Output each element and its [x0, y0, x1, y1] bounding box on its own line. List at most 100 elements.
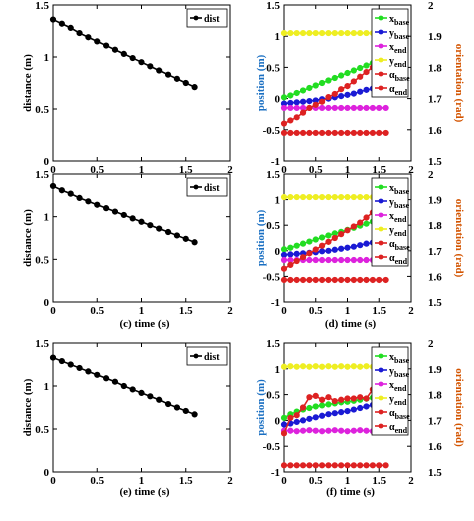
data-point	[319, 428, 326, 435]
data-point	[363, 104, 370, 112]
data-point	[299, 129, 307, 137]
y2-tick-label: 1.9	[428, 31, 442, 43]
data-point	[331, 427, 338, 434]
data-point	[111, 208, 119, 215]
x-tick-label: 1.5	[372, 475, 386, 487]
y-tick-label: 0.5	[35, 254, 49, 266]
x-tick-label: 0	[281, 475, 287, 487]
legend-box	[186, 8, 228, 28]
data-point	[338, 231, 345, 238]
data-point	[350, 29, 357, 37]
x-tick-label: 1	[139, 164, 145, 176]
legend-entry-name: α	[389, 84, 395, 95]
legend-entry-subscript: end	[395, 257, 408, 266]
panel-caption: (e) time (s)	[119, 486, 169, 498]
data-point	[325, 247, 332, 254]
data-point	[312, 462, 319, 469]
data-point	[164, 400, 172, 408]
data-point	[306, 250, 313, 257]
data-point	[299, 427, 307, 434]
data-point	[299, 98, 307, 105]
legend-box	[371, 346, 409, 436]
data-point	[331, 234, 338, 242]
data-point	[280, 462, 288, 469]
data-point	[350, 243, 357, 250]
data-point	[287, 363, 294, 370]
x-tick-label: 0.5	[90, 475, 104, 487]
legend-entry: xend	[389, 211, 407, 224]
x-tick-label: 2	[408, 305, 414, 317]
data-point	[331, 363, 338, 370]
data-point	[363, 276, 370, 284]
legend-swatch-marker	[378, 71, 384, 77]
data-point	[357, 462, 364, 469]
data-point	[280, 421, 288, 428]
legend-entry-subscript: base	[394, 201, 410, 210]
data-point	[382, 462, 389, 469]
data-point	[76, 29, 83, 37]
legend-entry-subscript: base	[394, 18, 410, 27]
data-point	[344, 91, 351, 98]
y2-tick-label: 1.5	[428, 467, 442, 479]
legend-entry-name: y	[389, 197, 394, 208]
legend-entry: αbase	[389, 70, 410, 83]
y-tick-label: 1	[275, 195, 281, 207]
data-point	[325, 129, 332, 137]
data-point	[312, 129, 319, 137]
y-tick-label: 0.5	[266, 220, 280, 232]
data-point	[319, 29, 326, 37]
chart-panel-e: 0 0.5 1 1.5 2 0 0.5 1 1.5 distance (m) (e) time (s…	[22, 338, 233, 498]
data-point	[357, 29, 364, 37]
legend-entry-subscript: end	[394, 229, 407, 238]
x-tick-label: 0.5	[90, 305, 104, 317]
data-point	[287, 129, 294, 137]
data-point	[325, 29, 332, 37]
data-point	[312, 29, 319, 37]
data-point	[58, 357, 65, 365]
data-point	[182, 235, 189, 242]
data-point	[363, 29, 370, 37]
data-point	[299, 404, 307, 411]
data-point	[344, 276, 351, 284]
y-tick-label: 0.5	[266, 62, 280, 74]
legend-entry: ybase	[389, 366, 410, 379]
panel-caption: (d) time (s)	[325, 318, 377, 330]
data-point	[147, 63, 154, 70]
x-tick-label: 1	[139, 305, 145, 317]
legend: dist	[186, 8, 228, 28]
y-tick-label: 1.5	[266, 169, 280, 181]
data-point	[306, 427, 313, 434]
y2-axis-label: orientation (rad)	[453, 199, 465, 278]
y-tick-label: 0	[44, 297, 50, 309]
data-point	[280, 29, 288, 37]
y-tick-label: 1	[275, 31, 281, 43]
data-point	[376, 276, 383, 284]
data-point	[280, 193, 288, 201]
data-point	[325, 77, 332, 84]
data-point	[350, 78, 357, 85]
data-point	[357, 404, 364, 412]
data-point	[76, 364, 83, 372]
data-point	[49, 354, 57, 361]
data-point	[306, 104, 313, 112]
data-point	[164, 71, 172, 78]
data-point	[312, 101, 319, 108]
data-point	[325, 363, 332, 370]
data-point	[344, 428, 351, 435]
data-point	[363, 68, 370, 76]
data-point	[350, 90, 357, 97]
data-point	[325, 256, 332, 264]
y-axis-label: position (m)	[255, 379, 267, 436]
data-point	[325, 462, 332, 469]
legend-entry-name: x	[389, 352, 394, 363]
legend-entry-name: α	[389, 239, 395, 250]
legend-entry: xend	[389, 42, 407, 55]
legend-entry: dist	[204, 183, 220, 194]
x-tick-label: 2	[227, 305, 233, 317]
y2-tick-label: 2	[428, 338, 434, 350]
data-point	[312, 82, 319, 89]
y2-tick-label: 1.8	[428, 390, 442, 402]
legend-entry: yend	[389, 56, 407, 69]
data-point	[173, 404, 180, 411]
